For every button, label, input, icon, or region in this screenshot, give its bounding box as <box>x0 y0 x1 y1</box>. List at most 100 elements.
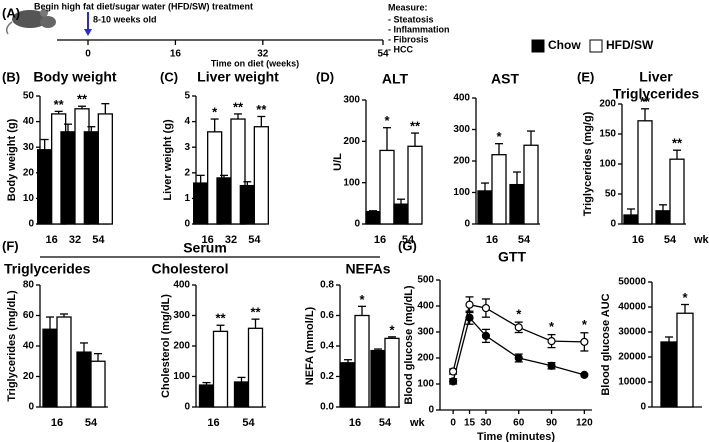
measure-item: - Fibrosis <box>388 34 429 44</box>
y-tick-label: 200 <box>343 136 360 147</box>
y-tick-label: 2 <box>184 167 190 178</box>
y-tick-label: 400 <box>453 93 470 104</box>
x-tick-label: 16 <box>374 234 386 246</box>
x-tick-label: 90 <box>546 418 558 429</box>
bar <box>90 360 106 408</box>
bar <box>216 177 232 225</box>
y-tick-label: 300 <box>173 310 190 321</box>
y-tick-label: 0.4 <box>320 341 334 352</box>
bar <box>37 149 53 225</box>
x-tick-label: 16 <box>202 234 214 246</box>
y-axis-label: Liver weight (g) <box>162 119 174 201</box>
x-tick-label: 16 <box>349 417 361 429</box>
bar <box>384 337 400 408</box>
point <box>547 337 556 346</box>
y-axis-label: Cholesterol (mg/dL) <box>160 294 172 398</box>
point <box>580 337 589 346</box>
x-tick-label: 16 <box>51 417 63 429</box>
x-tick-label: 54 <box>379 417 392 429</box>
y-tick-label: 60 <box>23 310 35 321</box>
significance: ** <box>77 92 88 107</box>
bar <box>491 154 507 225</box>
x-tick-label: 54 <box>377 49 389 60</box>
x-tick-label: 54 <box>92 234 105 246</box>
bar <box>509 183 525 225</box>
y-tick-label: 20 <box>23 167 35 178</box>
y-tick-label: 30 <box>23 142 35 153</box>
significance: * <box>384 113 390 128</box>
point <box>481 303 491 313</box>
bar <box>365 210 381 225</box>
y-tick-label: 100 <box>453 187 470 198</box>
y-tick-label: 5 <box>184 91 190 102</box>
measure-title: Measure: <box>388 2 428 12</box>
significance: * <box>389 322 395 337</box>
y-tick-label: 0 <box>28 402 34 413</box>
significance: * <box>582 317 588 332</box>
chart-title: Liver <box>639 69 673 85</box>
bar <box>379 149 395 225</box>
y-tick-label: 40 <box>23 116 35 127</box>
y-tick-label: 400 <box>417 301 434 312</box>
y-tick-label: 100 <box>599 159 616 170</box>
x-unit-label: wk <box>409 417 426 429</box>
y-tick-label: 200 <box>453 156 470 167</box>
line <box>452 316 585 382</box>
measure-item: - Steatosis <box>388 14 434 24</box>
bar <box>60 131 76 225</box>
y-tick-label: 0.8 <box>320 280 334 291</box>
bar <box>247 327 264 408</box>
bar <box>56 316 72 408</box>
panel-label: (A) <box>2 5 20 20</box>
measure-item: - HCC <box>388 44 413 54</box>
y-tick-label: 10000 <box>618 377 646 388</box>
x-tick-label: 0 <box>450 418 456 429</box>
y-tick-label: 4 <box>184 116 190 127</box>
bar <box>354 314 370 408</box>
bar <box>655 210 671 225</box>
significance: ** <box>640 94 651 109</box>
x-tick-label: 0 <box>85 49 91 60</box>
point <box>449 377 458 386</box>
significance: * <box>212 104 218 119</box>
panel-label: (C) <box>160 69 178 84</box>
y-tick-label: 3 <box>184 142 190 153</box>
y-tick-label: 0.6 <box>320 310 334 321</box>
x-unit-label: wk <box>693 234 709 246</box>
y-tick-label: 30000 <box>618 327 646 338</box>
bar <box>83 131 99 225</box>
y-tick-label: 200 <box>417 353 434 364</box>
panel-label: (F) <box>2 238 19 253</box>
x-tick-label: 32 <box>225 234 237 246</box>
legend-label: HFD/SW <box>606 38 654 52</box>
x-tick-label: 16 <box>170 49 182 60</box>
y-tick-label: 50 <box>23 91 35 102</box>
y-axis-label: Triglycerides (mg/dL) <box>6 290 18 402</box>
y-axis-label: Body weight (g) <box>6 118 18 201</box>
significance: ** <box>256 102 267 117</box>
x-tick-label: 54 <box>664 234 677 246</box>
panel-label: (B) <box>2 69 20 84</box>
bar <box>198 384 215 408</box>
significance: ** <box>215 311 226 326</box>
chart-title: Liver weight <box>197 69 279 85</box>
y-tick-label: 0 <box>640 402 646 413</box>
legend-swatch <box>589 39 603 53</box>
y-tick-label: 300 <box>453 124 470 135</box>
legend-swatch <box>531 39 545 53</box>
y-tick-label: 80 <box>23 280 35 291</box>
x-tick-label: 32 <box>257 49 269 60</box>
chart-title: Triglycerides <box>613 86 700 102</box>
y-tick-label: 20000 <box>618 352 646 363</box>
y-tick-label: 200 <box>173 341 190 352</box>
bar <box>42 328 58 408</box>
y-axis-label: NEFA (mmol/L) <box>304 306 316 385</box>
chart-title: Body weight <box>33 69 117 85</box>
point <box>514 323 523 332</box>
legend-label: Chow <box>548 38 581 52</box>
x-axis-label: Time (minutes) <box>477 431 555 442</box>
x-tick-label: 16 <box>207 417 219 429</box>
point <box>547 361 556 370</box>
x-tick-label: 54 <box>85 417 98 429</box>
x-tick-label: 60 <box>513 418 525 429</box>
